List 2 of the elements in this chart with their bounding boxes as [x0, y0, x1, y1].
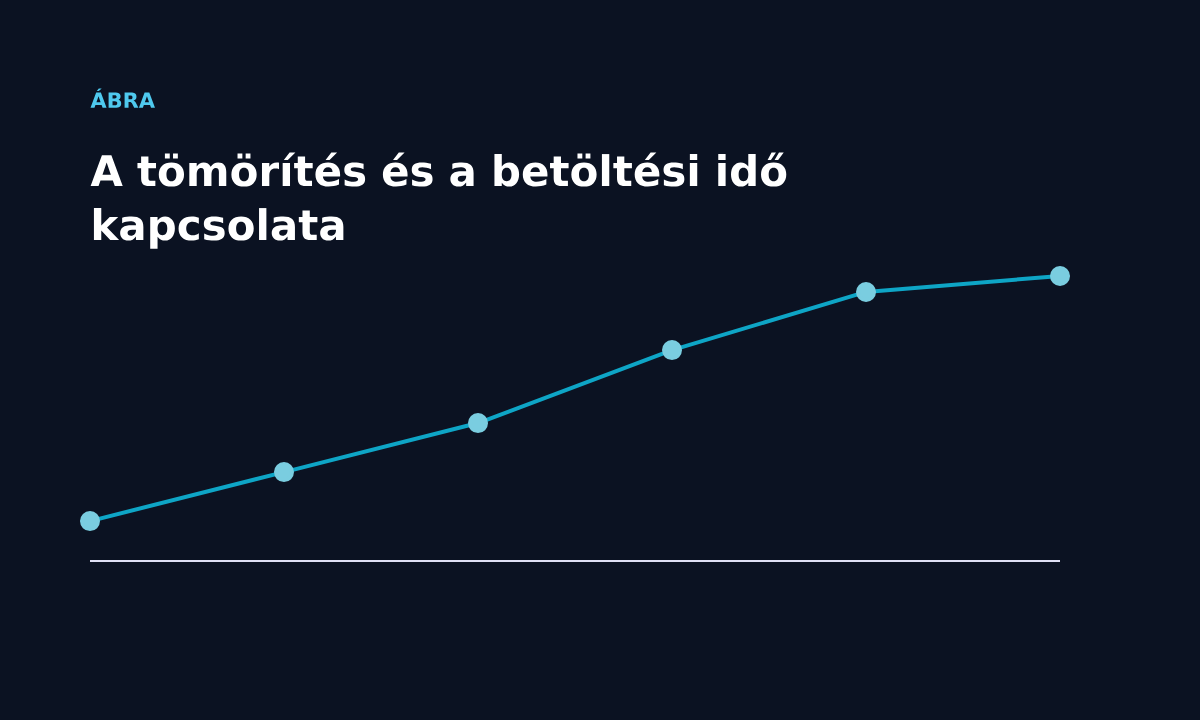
- chart-subtitle: ÁBRA: [90, 88, 155, 108]
- chart-title: A tömörítés és a betöltési idő kapcsolata: [90, 152, 787, 249]
